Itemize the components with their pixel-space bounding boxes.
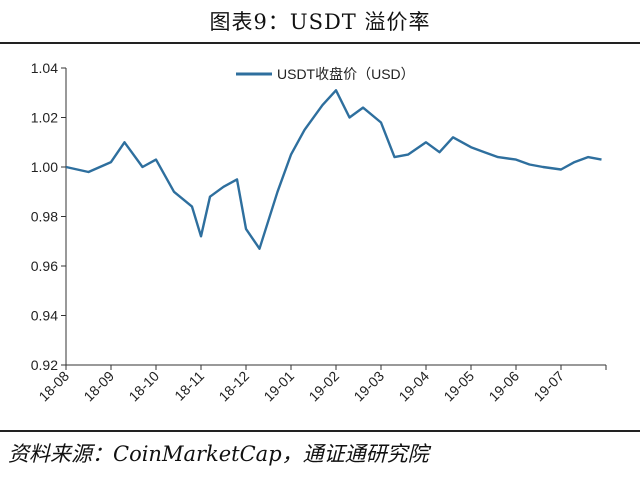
legend-label: USDT收盘价（USD） <box>277 66 415 82</box>
y-tick-label: 0.96 <box>31 258 58 274</box>
legend: USDT收盘价（USD） <box>236 66 415 82</box>
x-tick-label: 19-06 <box>485 368 522 405</box>
x-tick-label: 19-03 <box>350 368 387 405</box>
y-tick-label: 0.98 <box>31 209 58 225</box>
chart-title: 图表9：USDT 溢价率 <box>209 10 431 34</box>
y-tick-label: 1.00 <box>31 159 58 175</box>
x-tick-label: 19-07 <box>530 368 567 405</box>
source-note: 资料来源：CoinMarketCap，通证通研究院 <box>8 442 429 466</box>
x-tick-label: 18-12 <box>215 368 252 405</box>
x-axis: 18-08 18-09 18-10 18-11 18-12 19-01 19-02 19-03… <box>35 364 607 405</box>
x-tick-label: 19-01 <box>260 368 297 405</box>
x-tick-label: 19-05 <box>440 368 477 405</box>
series-line <box>65 89 602 250</box>
series-layer <box>65 89 602 250</box>
bottom-rule <box>0 430 640 432</box>
top-rule <box>0 42 640 44</box>
y-tick-label: 1.02 <box>31 110 58 126</box>
x-tick-label: 19-04 <box>395 368 432 405</box>
x-tick-label: 18-11 <box>171 368 207 404</box>
x-tick-label: 18-08 <box>35 368 72 405</box>
y-tick-label: 1.04 <box>31 60 58 76</box>
y-tick-label: 0.94 <box>31 308 58 324</box>
y-tick-label: 0.92 <box>31 357 58 373</box>
x-tick-label: 18-09 <box>80 368 117 405</box>
line-chart: 1.041.021.000.980.960.940.92 18-08 18-09 1… <box>31 60 607 405</box>
x-tick-label: 18-10 <box>125 368 162 405</box>
y-axis: 1.04 1.02 1.00 0.98 0.96 0.94 0.92 <box>31 60 67 373</box>
x-tick-label: 19-02 <box>305 368 342 405</box>
